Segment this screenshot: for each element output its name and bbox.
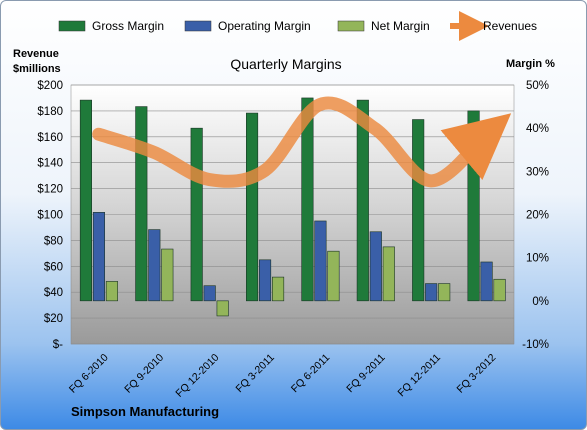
bar — [327, 250, 340, 302]
bar — [92, 212, 105, 302]
x-tick-label: FQ 9-2011 — [344, 352, 388, 396]
x-axis: FQ 6-2010 FQ 9-2010 FQ 12-2010 FQ 3-2011 FQ … — [67, 352, 499, 400]
x-tick-label: FQ 3-2012 — [454, 352, 498, 396]
yleft-tick-label: $100 — [37, 210, 63, 222]
bar — [79, 99, 92, 302]
bar — [480, 261, 493, 302]
yright-title: Margin % — [506, 58, 555, 70]
yleft-tick-label: $160 — [37, 132, 63, 144]
footer-label: Simpson Manufacturing — [71, 404, 219, 419]
legend-label: Gross Margin — [92, 19, 164, 33]
bar — [467, 110, 480, 302]
bar — [190, 127, 203, 302]
bar — [438, 283, 451, 302]
yleft-title-line1: Revenue — [13, 48, 59, 60]
bar — [382, 246, 395, 302]
chart-title: Quarterly Margins — [230, 56, 341, 72]
bar — [135, 106, 148, 302]
x-tick-label: FQ 12-2010 — [173, 352, 221, 400]
legend-label: Net Margin — [371, 19, 430, 33]
yright-tick-label: 40% — [526, 123, 549, 135]
yleft-tick-label: $80 — [44, 235, 63, 247]
bar — [272, 276, 285, 302]
yleft-tick-label: $200 — [37, 80, 63, 92]
yright-tick-label: 30% — [526, 166, 549, 178]
bars-group — [79, 97, 506, 317]
bar — [412, 119, 425, 302]
bar — [203, 285, 216, 302]
legend-label: Operating Margin — [218, 19, 311, 33]
legend: Gross Margin Operating Margin Net Margin Re… — [58, 11, 537, 41]
yleft-tick-label: $140 — [37, 158, 63, 170]
yleft-tick-label: $40 — [44, 287, 63, 299]
bar — [246, 112, 259, 302]
bar — [356, 99, 369, 302]
legend-swatch — [58, 20, 86, 32]
yleft-title-line2: $millions — [13, 63, 61, 75]
yright-tick-label: 20% — [526, 210, 549, 222]
yright-axis: -10% 0% 10% 20% 30% 40% 50% — [522, 80, 549, 351]
yleft-tick-label: $- — [53, 339, 63, 351]
bar — [161, 248, 174, 302]
bar — [148, 229, 161, 302]
yleft-axis: $- $20 $40 $60 $80 $100 $120 $140 $160 $180 $200 — [37, 80, 63, 351]
x-tick-label: FQ 6-2011 — [289, 352, 333, 396]
bar — [216, 300, 229, 317]
legend-swatch — [337, 20, 365, 32]
bar — [369, 231, 382, 302]
bar — [105, 281, 118, 302]
x-tick-label: FQ 3-2011 — [234, 352, 278, 396]
yright-tick-label: 0% — [532, 296, 549, 308]
yleft-tick-label: $180 — [37, 106, 63, 118]
yright-tick-label: 10% — [526, 253, 549, 265]
yleft-tick-label: $60 — [44, 261, 63, 273]
x-tick-label: FQ 12-2011 — [395, 352, 443, 400]
x-tick-label: FQ 6-2010 — [67, 352, 111, 396]
yright-tick-label: 50% — [526, 80, 549, 92]
legend-swatch — [184, 20, 212, 32]
x-tick-label: FQ 9-2010 — [122, 352, 166, 396]
legend-label: Revenues — [483, 19, 537, 33]
bar — [314, 220, 327, 302]
bar — [259, 259, 272, 302]
bar — [425, 283, 438, 302]
revenue-line-group — [92, 96, 512, 188]
yright-tick-label: -10% — [522, 339, 549, 351]
yleft-tick-label: $120 — [37, 184, 63, 196]
yleft-tick-label: $20 — [44, 313, 63, 325]
bar — [493, 278, 506, 302]
bar — [301, 97, 314, 302]
revenue-line — [92, 96, 512, 188]
